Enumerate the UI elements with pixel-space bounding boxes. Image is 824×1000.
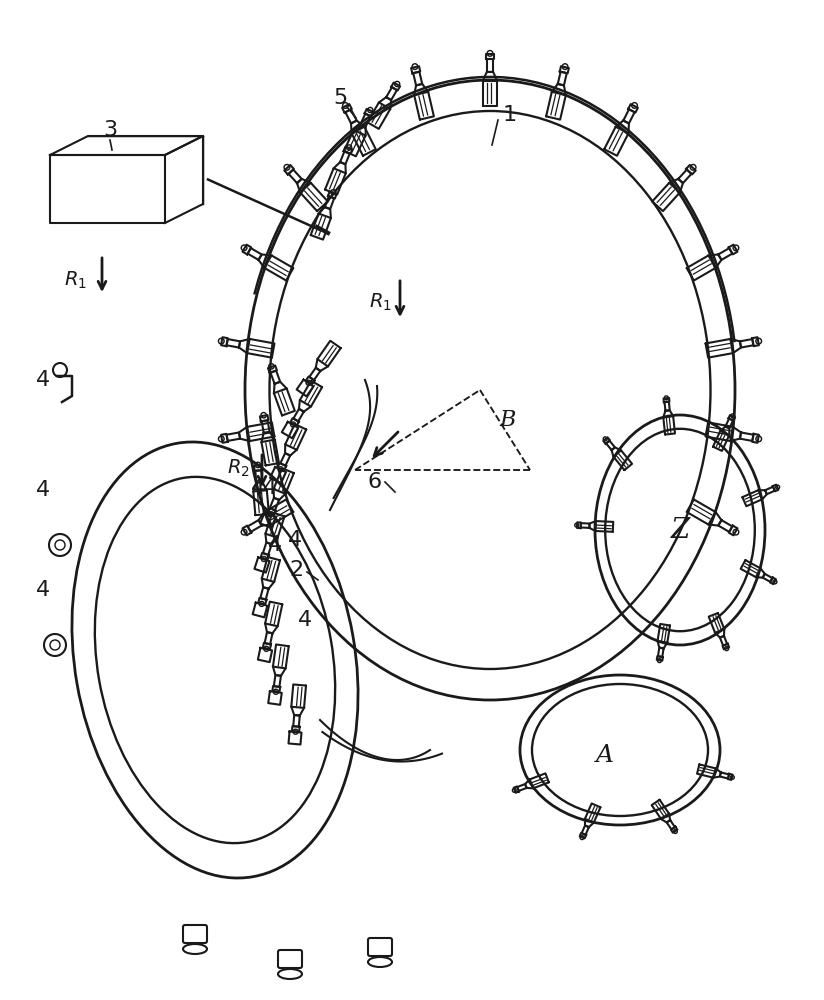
- Text: 4: 4: [36, 580, 50, 600]
- Text: $R_1$: $R_1$: [63, 269, 87, 291]
- Text: 4: 4: [288, 530, 302, 550]
- Text: 3: 3: [103, 120, 117, 140]
- Text: 5: 5: [333, 88, 347, 108]
- Text: $R_1$: $R_1$: [368, 291, 391, 313]
- Text: 1: 1: [503, 105, 517, 125]
- Text: 4: 4: [36, 370, 50, 390]
- Text: 4: 4: [36, 480, 50, 500]
- Text: 4: 4: [251, 478, 265, 498]
- Text: 4: 4: [268, 535, 282, 555]
- Text: 2: 2: [289, 560, 303, 580]
- Text: 6: 6: [368, 472, 382, 492]
- Text: Z: Z: [671, 516, 690, 544]
- Text: 4: 4: [298, 610, 312, 630]
- Text: 4: 4: [263, 478, 277, 498]
- Text: $R_2$: $R_2$: [227, 457, 250, 479]
- Text: B: B: [500, 409, 516, 431]
- Text: A: A: [596, 744, 614, 766]
